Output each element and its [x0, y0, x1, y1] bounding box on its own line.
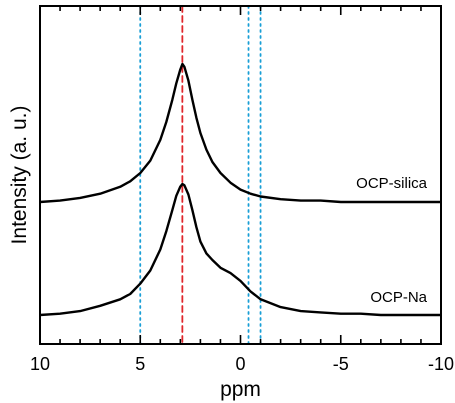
- x-tick-label: -5: [333, 354, 349, 374]
- x-axis-tick-labels: 10 5 0 -5 -10: [30, 354, 454, 374]
- x-axis-ticks: [39, 6, 442, 344]
- x-tick-label: 5: [135, 354, 145, 374]
- x-tick-label: -10: [428, 354, 454, 374]
- x-axis-label: ppm: [220, 378, 261, 401]
- x-tick-label: 0: [235, 354, 245, 374]
- y-axis-label: Intensity (a. u.): [8, 106, 31, 245]
- series-label-ocp-na: OCP-Na: [370, 289, 427, 306]
- series-labels: OCP-silica OCP-Na: [356, 175, 427, 306]
- x-tick-label: 10: [30, 354, 50, 374]
- series-line-ocp-silica: [39, 62, 441, 204]
- series-line-ocp-na: [39, 182, 441, 317]
- spectra-curves: [39, 62, 441, 317]
- series-label-ocp-silica: OCP-silica: [356, 175, 427, 192]
- reference-lines: [139, 5, 262, 345]
